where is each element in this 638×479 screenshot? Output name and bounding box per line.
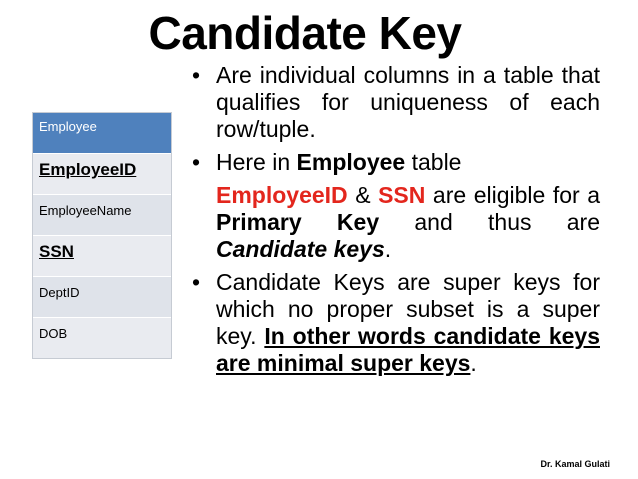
- end-text: .: [384, 236, 392, 262]
- amp-text: &: [347, 182, 379, 208]
- bullet-3-end: .: [470, 350, 477, 376]
- candidate-keys-text: Candidate keys: [216, 236, 385, 262]
- bullet-list: • Are individual columns in a table that…: [192, 62, 600, 377]
- key-ssn: SSN: [378, 182, 426, 208]
- mid2-text: and thus are: [379, 209, 600, 235]
- bullet-3-pre: Candidate Keys are super keys for which …: [216, 269, 600, 349]
- bullet-1: • Are individual columns in a table that…: [192, 62, 600, 143]
- slide-title: Candidate Key: [148, 7, 462, 59]
- bullet-dot: •: [192, 62, 201, 88]
- bullet-dot: •: [192, 269, 201, 295]
- bullet-2-detail: EmployeeID & SSN are eligible for a Prim…: [192, 182, 600, 263]
- table-row-deptid: DeptID: [33, 276, 171, 317]
- mid-text: are eligible for a: [425, 182, 600, 208]
- bullet-1-text: Are individual columns in a table that q…: [216, 62, 600, 142]
- bullet-3: • Candidate Keys are super keys for whic…: [192, 269, 600, 377]
- table-row-ssn: SSN: [33, 235, 171, 276]
- primary-key-text: Primary Key: [216, 209, 380, 235]
- table-row-employeename: EmployeeName: [33, 194, 171, 235]
- author-credit: Dr. Kamal Gulati: [540, 459, 610, 469]
- employee-table: Employee EmployeeID EmployeeName SSN Dep…: [32, 112, 172, 359]
- key-employeeid: EmployeeID: [216, 182, 348, 208]
- bullet-2-pre: Here in: [216, 149, 297, 175]
- bullet-2-post: table: [405, 149, 462, 175]
- table-header: Employee: [33, 113, 171, 153]
- bullet-dot: •: [192, 149, 201, 175]
- bullet-3-underlined: In other words candidate keys are minima…: [216, 323, 600, 376]
- bullet-2: • Here in Employee table: [192, 149, 600, 176]
- table-row-employeeid: EmployeeID: [33, 153, 171, 194]
- bullet-2-table-name: Employee: [296, 149, 406, 175]
- table-row-dob: DOB: [33, 317, 171, 358]
